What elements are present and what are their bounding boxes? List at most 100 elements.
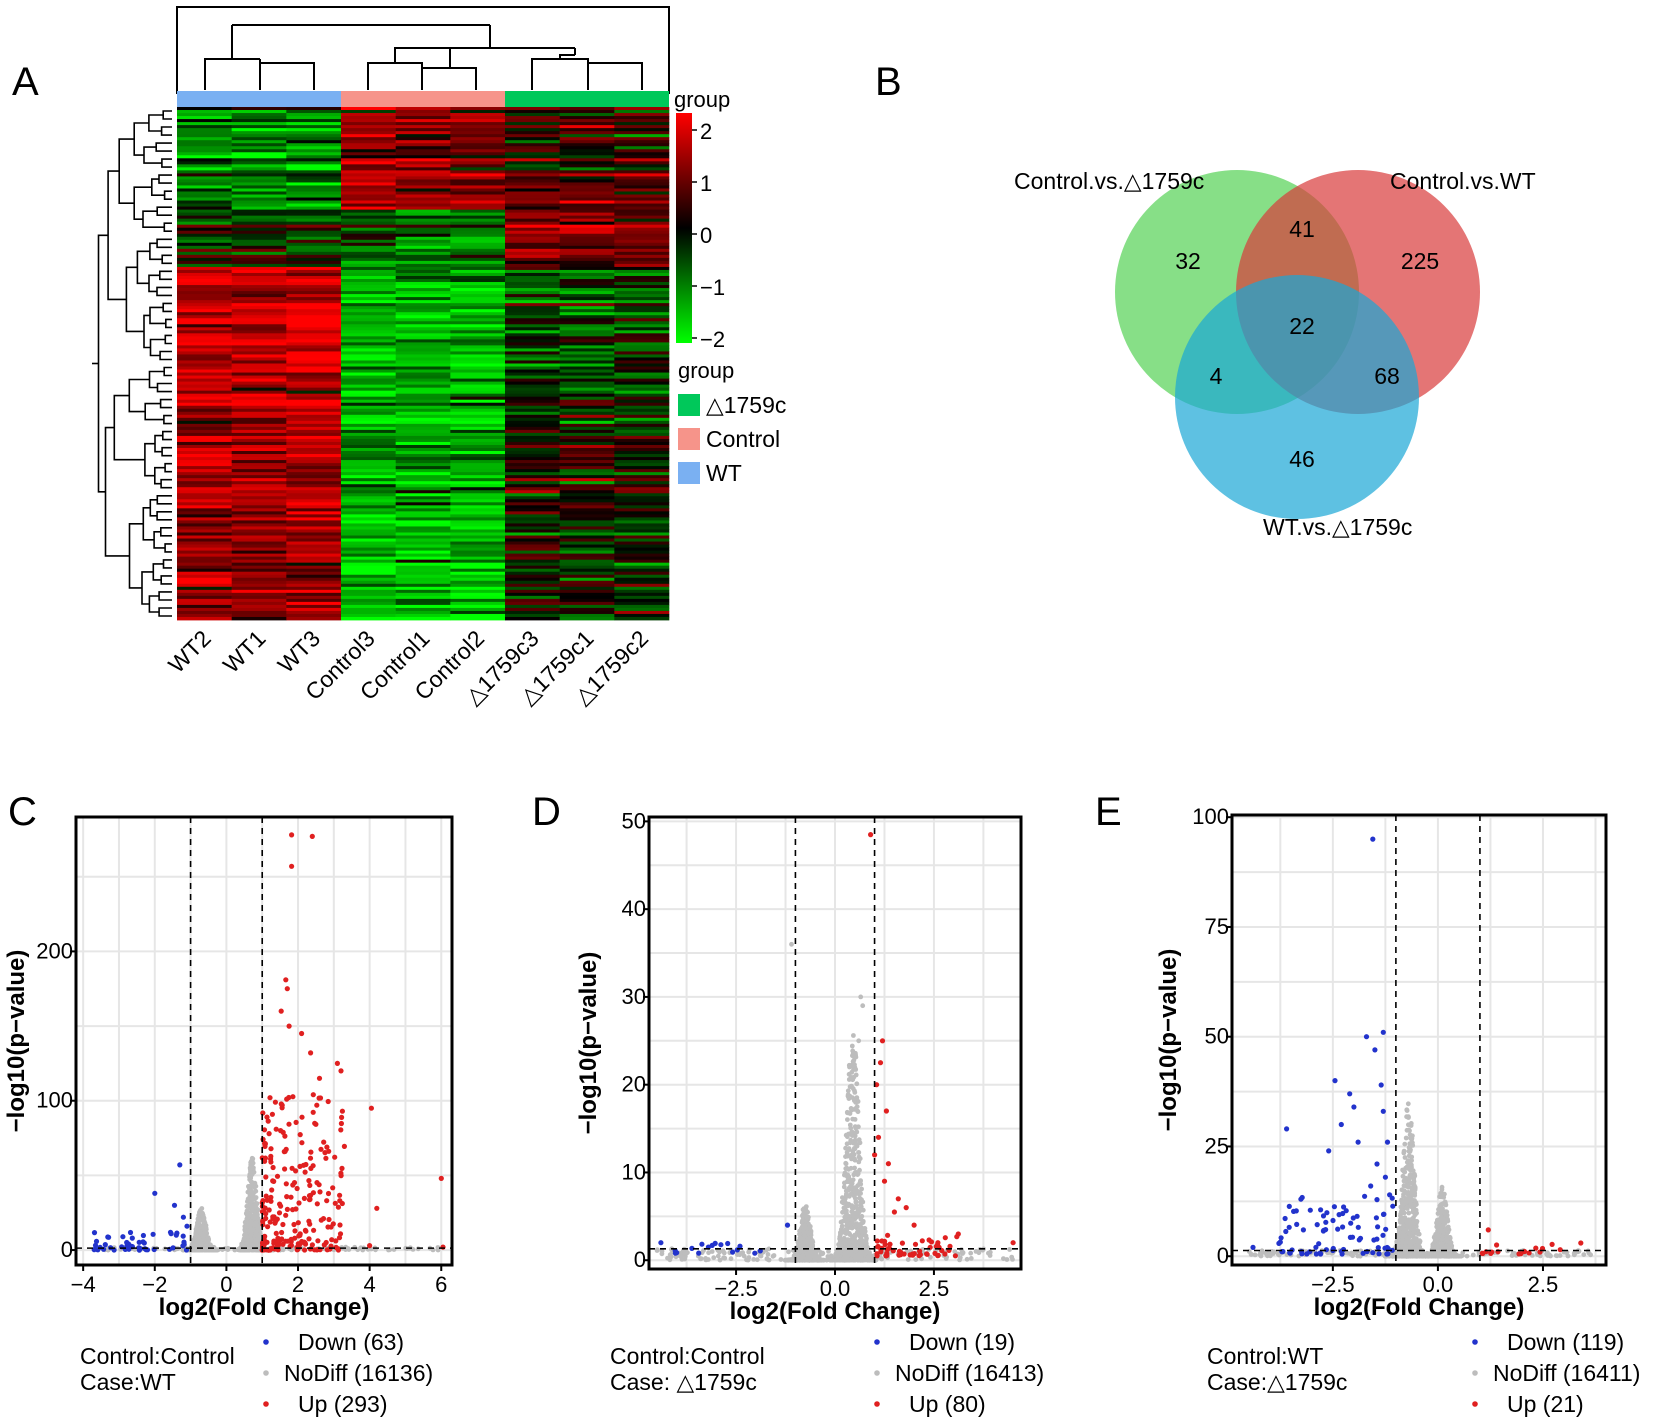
heatmap-cell — [286, 375, 342, 379]
scatter-point-down — [140, 1232, 146, 1239]
heatmap-cell — [559, 366, 615, 370]
heatmap-cell — [231, 508, 287, 512]
heatmap-cell — [614, 330, 670, 334]
heatmap-cell — [231, 538, 287, 542]
scatter-point-nd — [201, 1236, 207, 1242]
scatter-point-up — [367, 1243, 373, 1249]
heatmap-cell — [231, 227, 287, 232]
scatter-point-nd — [740, 1250, 746, 1256]
scatter-point-down — [91, 1230, 98, 1236]
heatmap-cell — [450, 354, 506, 358]
heatmap-cell — [450, 321, 506, 325]
heatmap-cell — [395, 432, 451, 437]
scatter-point-up — [341, 1143, 347, 1149]
legend-dot — [874, 1339, 880, 1345]
scatter-point-nd — [1276, 1252, 1282, 1258]
sample-label: WT1 — [218, 625, 271, 678]
heatmap-cell — [395, 137, 451, 141]
heatmap-cell — [450, 568, 506, 573]
heatmap-cell — [395, 366, 451, 370]
heatmap-cell — [450, 511, 506, 515]
scatter-point-nd — [247, 1167, 253, 1172]
heatmap-cell — [505, 266, 560, 271]
heatmap-cell — [450, 333, 506, 337]
panel-letter: C — [8, 790, 37, 834]
heatmap-cell — [614, 360, 670, 364]
heatmap-cell — [614, 182, 670, 186]
heatmap-cell — [286, 306, 342, 310]
heatmap-cell — [559, 396, 615, 401]
sample-labels: WT2 WT1 WT3Control3Control1Control2△1759c3… — [163, 625, 653, 709]
heatmap-cell — [614, 411, 670, 416]
heatmap-cell — [177, 152, 232, 156]
scatter-point-up — [874, 1251, 880, 1257]
heatmap-cell — [231, 297, 287, 301]
heatmap-cell — [505, 547, 560, 551]
heatmap-cell — [341, 508, 396, 512]
heatmap-cell — [231, 306, 287, 310]
scatter-point-nd — [717, 1257, 723, 1263]
heatmap-cell — [505, 203, 560, 207]
heatmap-cell — [395, 487, 451, 491]
heatmap-cell — [614, 589, 670, 594]
heatmap-cell — [177, 351, 232, 355]
heatmap-cell — [505, 493, 560, 497]
heatmap-cell — [177, 466, 232, 470]
scatter-point-nd — [847, 1179, 853, 1185]
heatmap-cell — [395, 451, 451, 455]
scatter-point-nd — [199, 1232, 205, 1237]
scatter-point-nd — [1009, 1254, 1015, 1260]
scatter-point-nd — [839, 1223, 845, 1229]
scatter-point-up — [303, 1161, 309, 1168]
heatmap-cell — [559, 613, 615, 618]
heatmap-cell — [614, 161, 670, 165]
row-dendrogram-branch — [149, 242, 163, 261]
row-dendrogram-branch — [158, 607, 172, 617]
heatmap-cell — [341, 351, 396, 355]
row-dendrogram-branch — [156, 238, 172, 249]
heatmap-cell — [559, 610, 615, 615]
color-scale-ticks: 210−1−2 — [692, 119, 725, 352]
heatmap-cell — [450, 351, 506, 355]
row-dendrogram-branch — [107, 170, 127, 301]
heatmap-cell — [395, 209, 451, 214]
heatmap-cell — [231, 339, 287, 343]
heatmap-cell — [614, 556, 670, 561]
y-axis-label: −log10(p−value) — [575, 952, 602, 1135]
heatmap-cell — [395, 200, 451, 204]
heatmap-cell — [395, 441, 451, 446]
group-legend-title: group — [678, 358, 734, 383]
heatmap-cell — [286, 384, 342, 389]
heatmap-cell — [177, 378, 232, 383]
heatmap-cell — [614, 191, 670, 195]
heatmap-cell — [177, 342, 232, 346]
scatter-point-up — [270, 1214, 276, 1220]
heatmap-cell — [614, 146, 670, 150]
heatmap-cell — [450, 242, 506, 247]
heatmap-cell — [559, 260, 615, 265]
heatmap-cell — [614, 137, 670, 141]
heatmap-cell — [505, 550, 560, 555]
heatmap-cell — [450, 520, 506, 524]
heatmap-cell — [505, 176, 560, 180]
heatmap-cell — [505, 532, 560, 536]
heatmap-cell — [177, 354, 232, 358]
heatmap-cell — [341, 435, 396, 440]
group-legend-swatch — [678, 394, 700, 416]
heatmap-cell — [614, 209, 670, 214]
heatmap-cell — [505, 131, 560, 135]
heatmap-cell — [286, 405, 342, 410]
heatmap-cell — [505, 478, 560, 482]
heatmap-cell — [559, 227, 615, 232]
heatmap-cell — [614, 568, 670, 573]
heatmap-cell — [559, 357, 615, 361]
heatmap-cell — [450, 125, 506, 129]
heatmap-cell — [341, 354, 396, 358]
heatmap-cell — [177, 429, 232, 434]
scatter-point-nd — [253, 1231, 259, 1236]
heatmap-cell — [341, 457, 396, 461]
heatmap-cell — [341, 285, 396, 289]
heatmap-cell — [395, 324, 451, 328]
heatmap-cell — [505, 164, 560, 168]
heatmap-cell — [450, 315, 506, 319]
